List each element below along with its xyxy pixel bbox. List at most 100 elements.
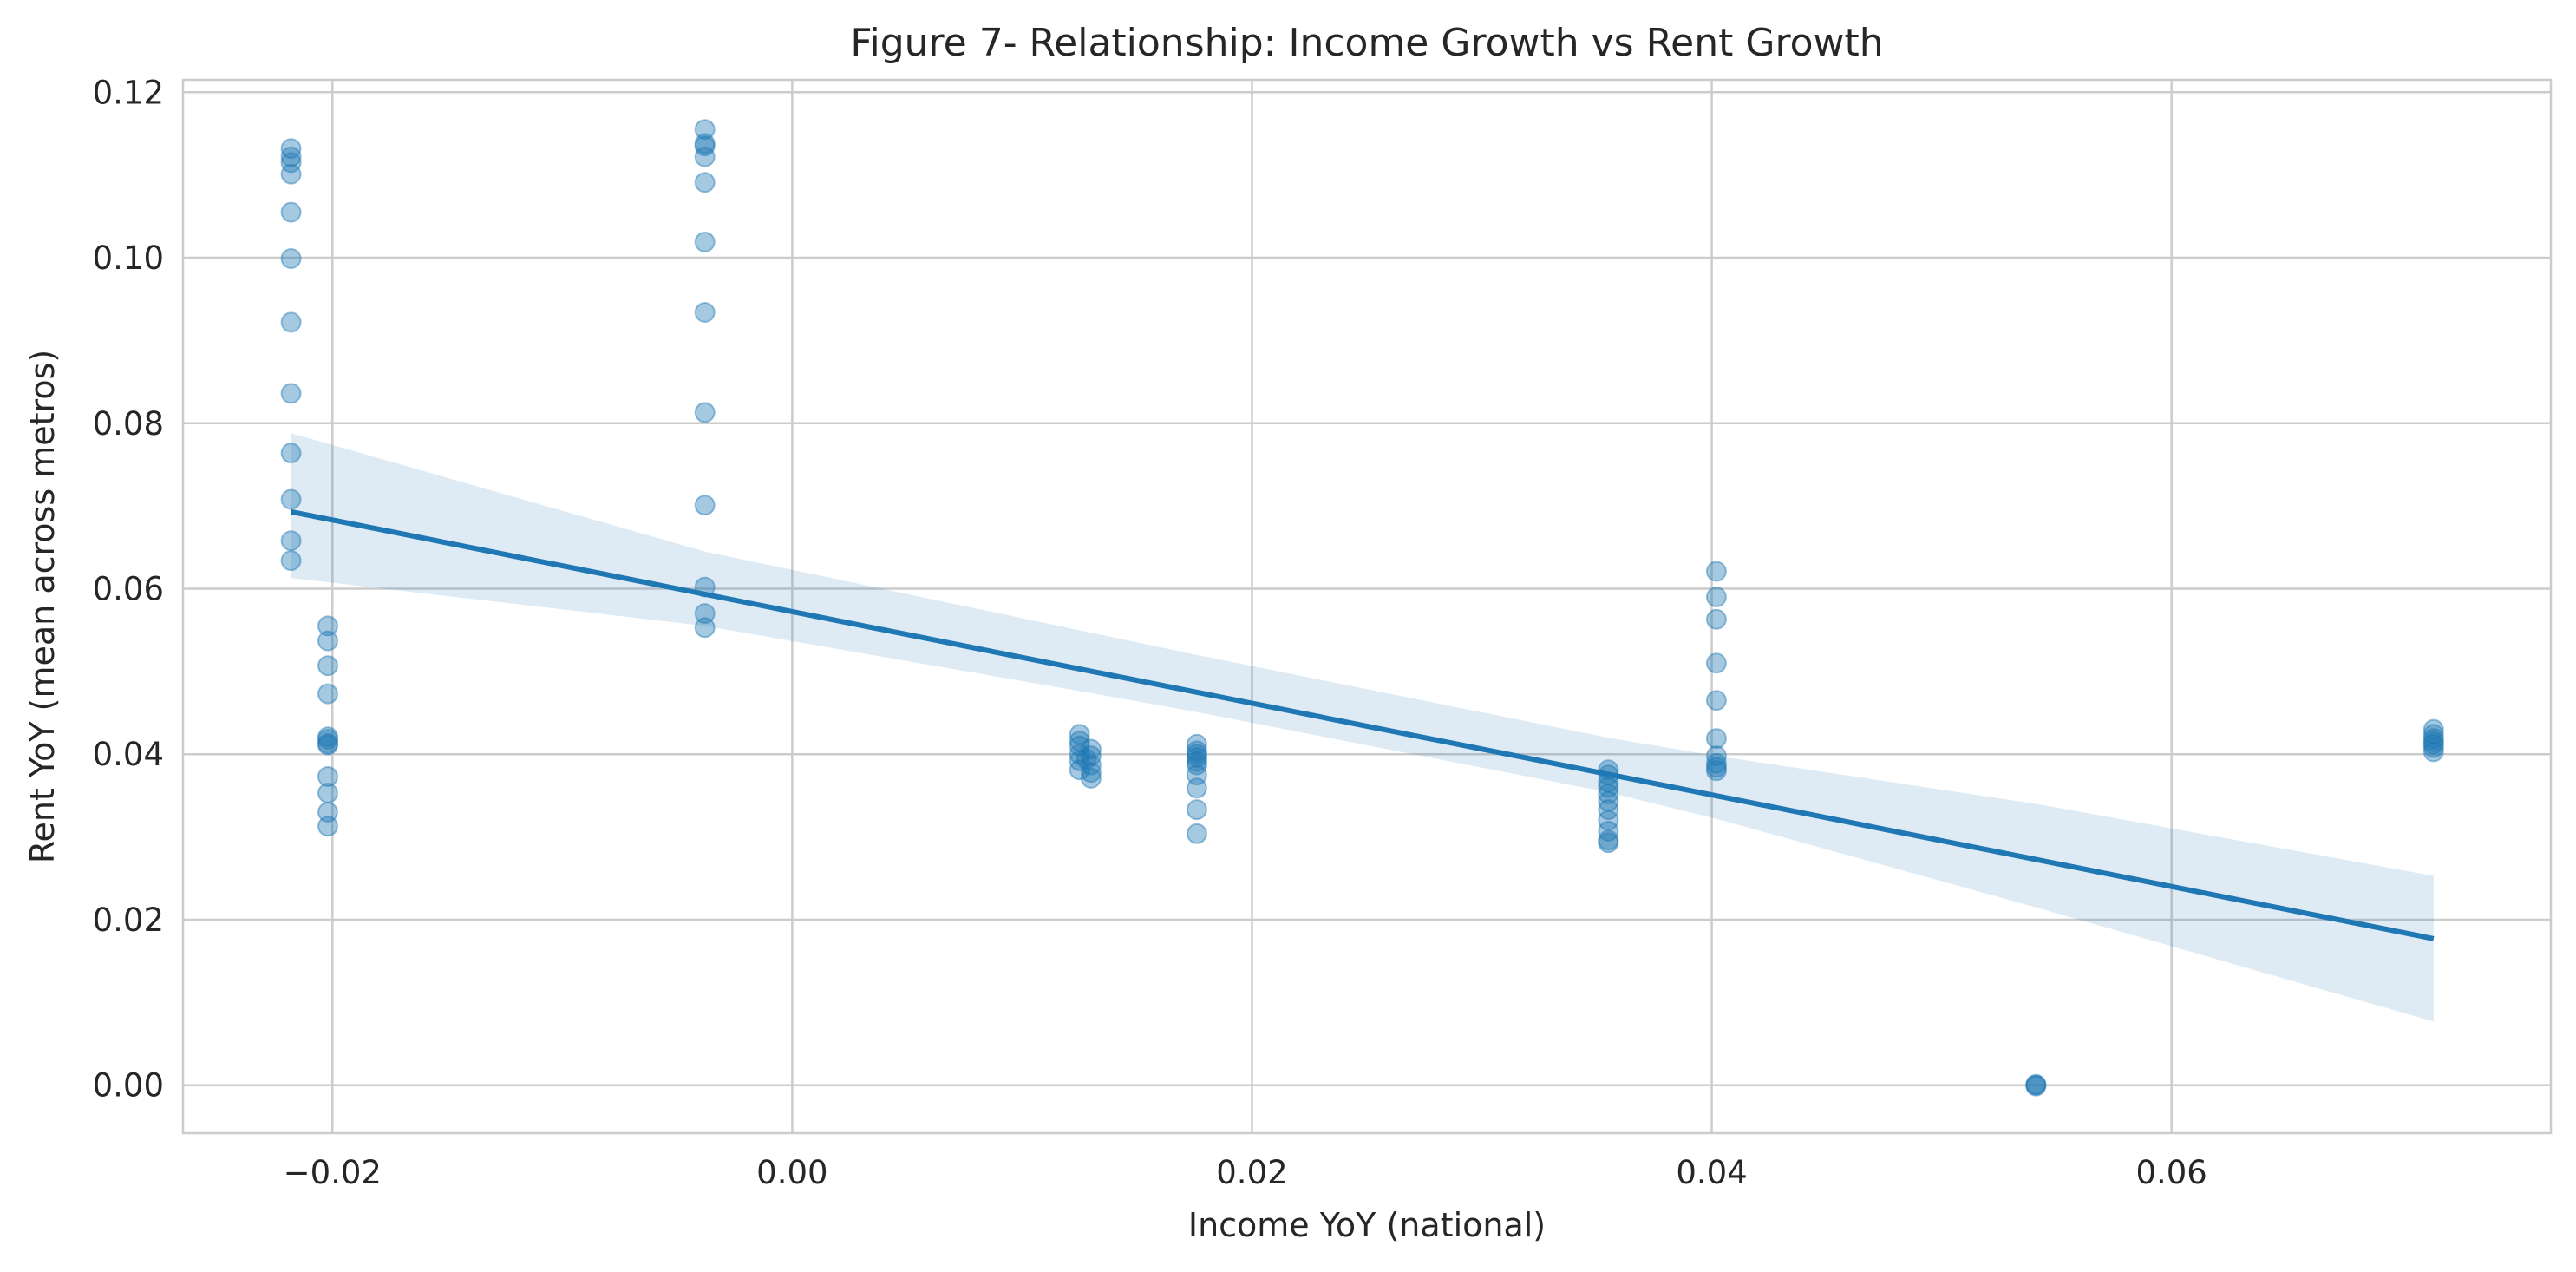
y-tick-label: 0.12	[93, 74, 164, 111]
data-point	[2422, 728, 2444, 750]
data-point	[317, 816, 338, 837]
data-point	[317, 683, 338, 705]
data-point	[1598, 777, 1619, 798]
x-tick-label: −0.02	[284, 1154, 382, 1191]
data-point	[317, 630, 338, 652]
data-point	[1069, 759, 1090, 781]
data-point	[280, 488, 302, 510]
data-point	[1705, 652, 1727, 674]
data-point	[2025, 1074, 2047, 1096]
y-tick-label: 0.00	[93, 1067, 164, 1105]
data-point	[1080, 762, 1102, 784]
data-point	[1069, 735, 1090, 757]
data-point	[317, 726, 338, 748]
y-tick-label: 0.10	[93, 239, 164, 277]
data-point	[1186, 744, 1207, 765]
data-point	[1598, 829, 1619, 851]
data-point	[280, 248, 302, 269]
data-point	[280, 443, 302, 464]
data-point	[1080, 754, 1102, 776]
data-point	[1705, 760, 1727, 782]
data-point	[1186, 751, 1207, 772]
data-point	[694, 133, 716, 154]
data-point	[1598, 784, 1619, 804]
regression-line	[290, 508, 2435, 941]
data-point	[2422, 731, 2444, 752]
data-point	[1069, 724, 1090, 745]
data-point	[694, 231, 716, 252]
data-point	[280, 311, 302, 333]
data-point	[1186, 764, 1207, 786]
data-point	[1705, 608, 1727, 630]
plot-frame	[181, 78, 2553, 1135]
data-point	[1705, 587, 1727, 607]
data-point	[280, 138, 302, 160]
data-point	[2422, 733, 2444, 755]
regression-line-group	[290, 508, 2435, 941]
x-axis-label: Income YoY (national)	[1188, 1206, 1546, 1244]
data-point	[2422, 724, 2444, 745]
y-tick-label: 0.02	[93, 902, 164, 939]
data-point	[317, 655, 338, 677]
data-point	[1069, 750, 1090, 771]
data-point	[317, 732, 338, 754]
data-point	[317, 734, 338, 756]
data-point	[280, 383, 302, 404]
data-point	[694, 402, 716, 423]
data-point	[1705, 745, 1727, 767]
chart-title: Figure 7- Relationship: Income Growth vs…	[850, 21, 1883, 65]
data-point	[694, 603, 716, 625]
scatter-points	[280, 119, 2444, 1097]
data-point	[694, 119, 716, 141]
data-point	[1186, 740, 1207, 762]
data-point	[1080, 767, 1102, 789]
data-point	[317, 766, 338, 787]
data-point	[280, 163, 302, 185]
data-point	[1186, 733, 1207, 755]
data-point	[317, 615, 338, 637]
data-point	[280, 550, 302, 572]
data-point	[317, 783, 338, 803]
x-tick-label: 0.06	[2135, 1154, 2207, 1191]
data-point	[1080, 745, 1102, 767]
x-axis-ticks: −0.02 0.00 0.02 0.04 0.06	[284, 1154, 2207, 1191]
data-point	[1705, 728, 1727, 750]
data-point	[280, 152, 302, 174]
data-point	[1076, 748, 1097, 770]
data-point	[694, 172, 716, 193]
data-point	[1705, 690, 1727, 711]
data-point	[2422, 737, 2444, 758]
data-point	[1598, 799, 1619, 821]
x-tick-label: 0.02	[1216, 1154, 1287, 1191]
x-tick-label: 0.00	[756, 1154, 827, 1191]
grid-lines	[183, 80, 2551, 1133]
data-point	[1186, 799, 1207, 821]
data-point	[1598, 832, 1619, 854]
data-point	[694, 617, 716, 639]
data-point	[1080, 738, 1102, 760]
data-point	[280, 146, 302, 167]
data-point	[1598, 820, 1619, 842]
data-point	[1186, 777, 1207, 799]
data-point	[2422, 741, 2444, 763]
data-point	[1069, 731, 1090, 751]
y-axis-label: Rent YoY (mean across metros)	[23, 350, 62, 863]
data-point	[317, 729, 338, 751]
data-point	[694, 495, 716, 516]
data-point	[1186, 754, 1207, 776]
data-point	[1186, 823, 1207, 844]
y-tick-label: 0.06	[93, 570, 164, 607]
data-point	[280, 201, 302, 223]
y-axis-ticks: 0.00 0.02 0.04 0.06 0.08 0.10 0.12	[93, 74, 164, 1104]
x-tick-label: 0.04	[1676, 1154, 1747, 1191]
data-point	[1069, 744, 1090, 765]
data-point	[1705, 561, 1727, 582]
data-point	[2025, 1075, 2047, 1097]
y-tick-label: 0.04	[93, 736, 164, 773]
data-point	[280, 530, 302, 552]
data-point	[1705, 752, 1727, 774]
data-point	[694, 135, 716, 157]
data-point	[2422, 718, 2444, 740]
